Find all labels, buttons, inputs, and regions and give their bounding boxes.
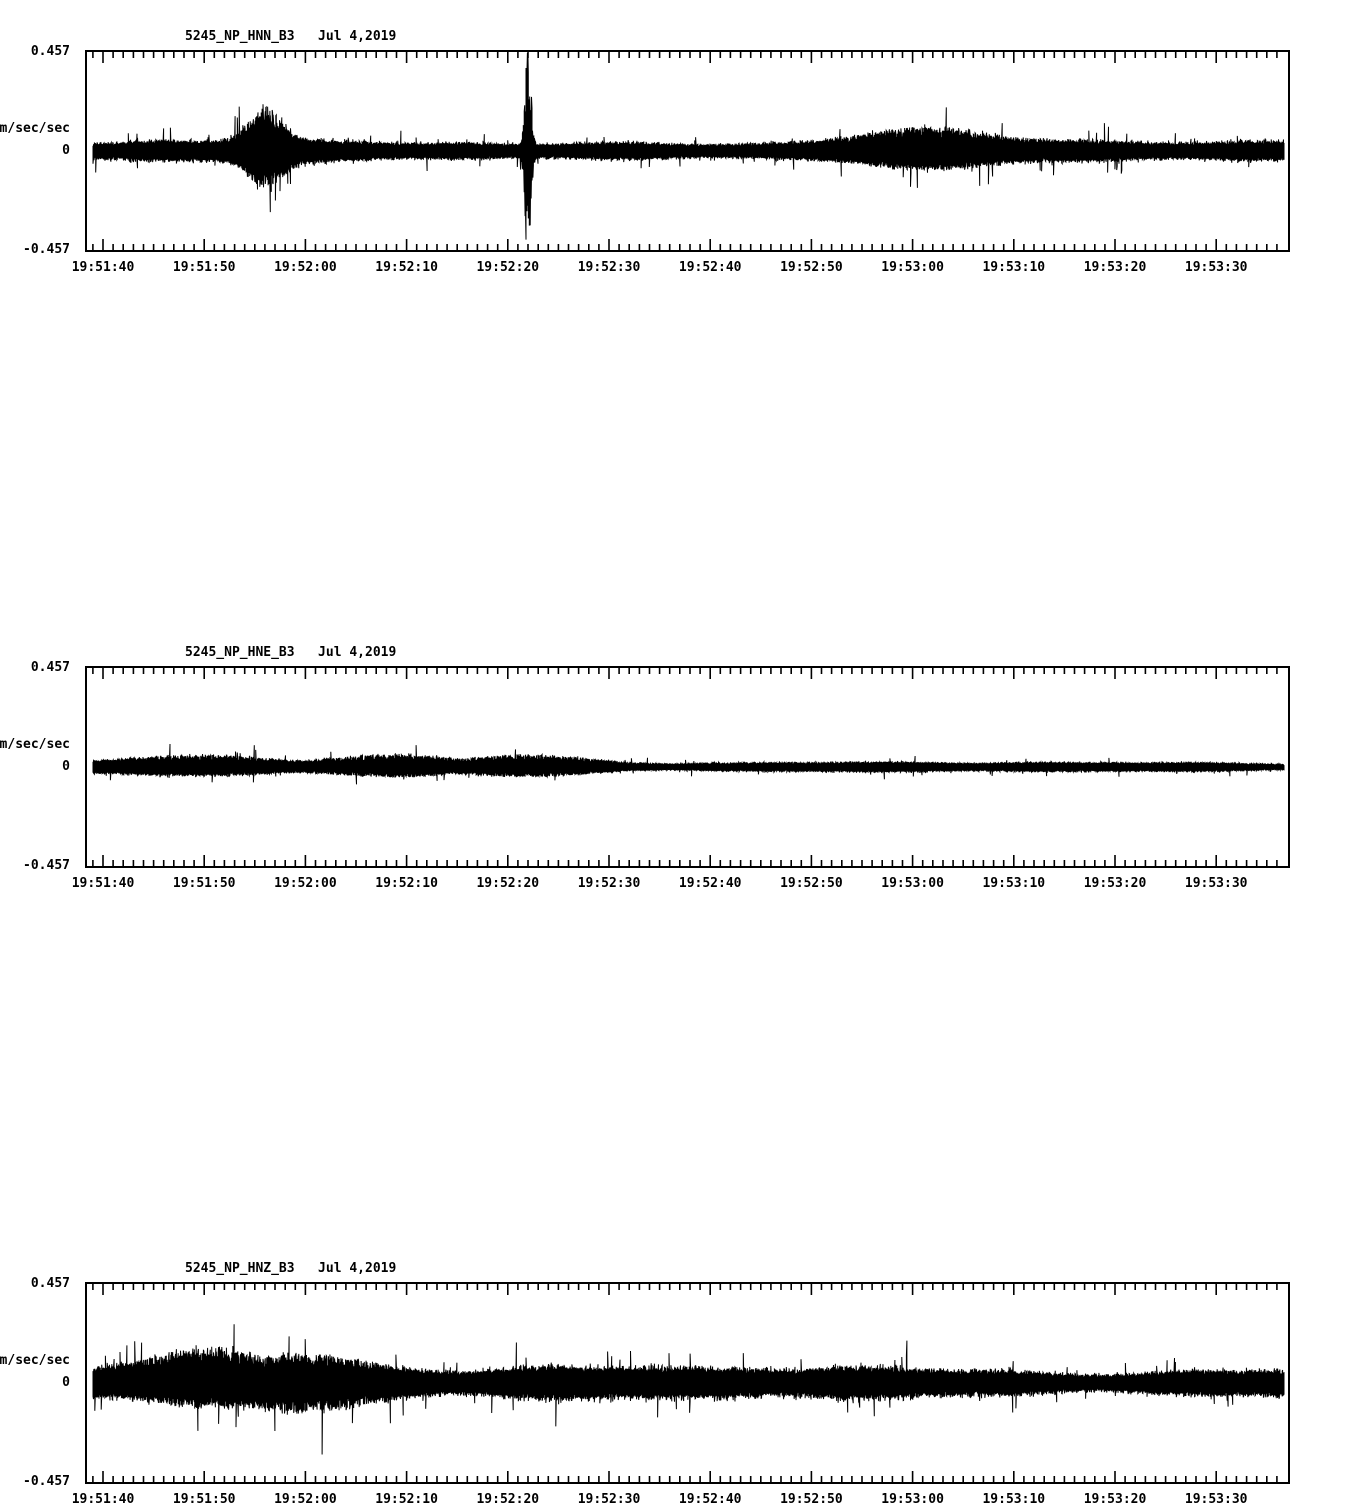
x-axis-tick-label: 19:51:40: [71, 260, 135, 275]
plot-title: 5245_NP_HNE_B3 Jul 4,2019: [185, 645, 397, 660]
y-axis-unit-label: cm/sec/sec: [0, 737, 70, 752]
x-axis-tick-label: 19:53:30: [1184, 1492, 1248, 1507]
x-axis-tick-label: 19:53:20: [1083, 1492, 1147, 1507]
x-axis-tick-label: 19:53:00: [881, 260, 944, 275]
x-axis-tick-label: 19:53:10: [982, 876, 1046, 891]
y-axis-tick-label: 0.457: [30, 44, 70, 59]
x-axis-tick-label: 19:52:10: [375, 876, 438, 891]
x-axis-tick-label: 19:51:40: [71, 1492, 135, 1507]
plot-area: [85, 666, 1290, 868]
y-axis-tick-label: 0: [62, 759, 70, 774]
x-axis-tick-label: 19:53:30: [1184, 876, 1248, 891]
x-axis-tick-label: 19:52:30: [577, 1492, 641, 1507]
plot-title: 5245_NP_HNN_B3 Jul 4,2019: [185, 29, 397, 44]
y-axis-tick-label: 0.457: [30, 1276, 70, 1291]
x-axis-tick-label: 19:52:50: [780, 260, 843, 275]
x-axis-tick-label: 19:51:50: [172, 876, 236, 891]
y-axis-unit-label: cm/sec/sec: [0, 121, 70, 136]
plot-title: 5245_NP_HNZ_B3 Jul 4,2019: [185, 1261, 397, 1276]
y-axis-tick-label: 0: [62, 143, 70, 158]
y-axis-unit-label: cm/sec/sec: [0, 1353, 70, 1368]
x-axis-tick-label: 19:52:40: [678, 260, 742, 275]
x-axis-tick-label: 19:53:10: [982, 260, 1046, 275]
x-axis-tick-label: 19:52:30: [577, 260, 641, 275]
x-axis-tick-label: 19:52:00: [274, 876, 337, 891]
y-axis-tick-label: -0.457: [23, 858, 70, 873]
x-axis-tick-label: 19:53:10: [982, 1492, 1046, 1507]
x-axis-tick-label: 19:53:30: [1184, 260, 1248, 275]
x-axis-tick-label: 19:52:10: [375, 260, 438, 275]
x-axis-tick-label: 19:52:20: [476, 876, 540, 891]
x-axis-tick-label: 19:52:40: [678, 1492, 742, 1507]
x-axis-tick-label: 19:52:00: [274, 260, 337, 275]
x-axis-tick-label: 19:51:40: [71, 876, 135, 891]
x-axis-tick-label: 19:51:50: [172, 1492, 236, 1507]
x-axis-tick-label: 19:52:50: [780, 876, 843, 891]
x-axis-tick-label: 19:52:30: [577, 876, 641, 891]
seismogram-panel-hnz: 5245_NP_HNZ_B3 Jul 4,2019 0.457 0 -0.457 cm/…: [0, 616, 1358, 1507]
x-axis-tick-label: 19:52:50: [780, 1492, 843, 1507]
x-axis-tick-label: 19:53:00: [881, 876, 944, 891]
plot-area: [85, 50, 1290, 252]
y-axis-tick-label: 0: [62, 1375, 70, 1390]
x-axis-tick-label: 19:52:20: [476, 1492, 540, 1507]
x-axis-tick-label: 19:52:40: [678, 876, 742, 891]
x-axis-tick-label: 19:52:20: [476, 260, 540, 275]
y-axis-tick-label: 0.457: [30, 660, 70, 675]
x-axis-tick-label: 19:53:20: [1083, 876, 1147, 891]
y-axis-tick-label: -0.457: [23, 242, 70, 257]
plot-area: [85, 1282, 1290, 1484]
x-axis-tick-label: 19:53:20: [1083, 260, 1147, 275]
x-axis-tick-label: 19:52:00: [274, 1492, 337, 1507]
x-axis-tick-label: 19:51:50: [172, 260, 236, 275]
seismogram-panel-hnn: 5245_NP_HNN_B3 Jul 4,2019 0.457 0 -0.457 cm/…: [0, 0, 1358, 308]
x-axis-tick-label: 19:53:00: [881, 1492, 944, 1507]
x-axis-tick-label: 19:52:10: [375, 1492, 438, 1507]
seismogram-panel-hne: 5245_NP_HNE_B3 Jul 4,2019 0.457 0 -0.457 cm/…: [0, 308, 1358, 891]
y-axis-tick-label: -0.457: [23, 1474, 70, 1489]
